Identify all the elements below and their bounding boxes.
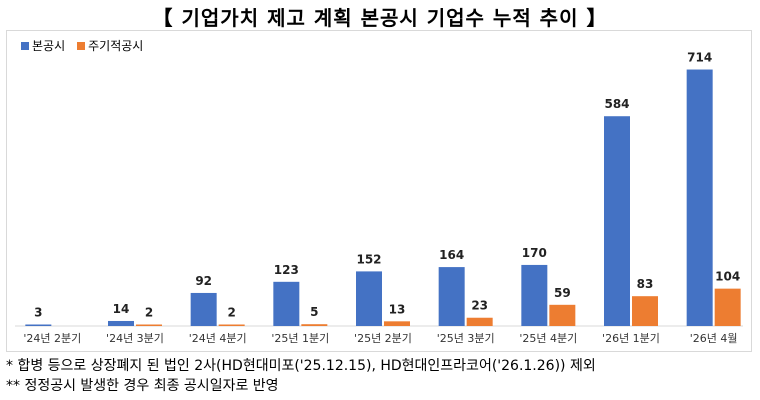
bar-periodic-8 bbox=[714, 288, 741, 326]
bar-periodic-2 bbox=[218, 324, 245, 326]
x-tick-label-5: '25년 3분기 bbox=[437, 332, 495, 345]
legend-item-main: 본공시 bbox=[21, 37, 65, 54]
data-label-periodic-6: 59 bbox=[554, 286, 571, 300]
data-label-main-7: 584 bbox=[604, 97, 629, 111]
bar-main-6 bbox=[521, 264, 548, 326]
data-label-main-0: 3 bbox=[34, 306, 42, 320]
bar-main-3 bbox=[273, 281, 300, 326]
bar-main-1 bbox=[108, 320, 134, 326]
data-label-main-8: 714 bbox=[687, 51, 712, 65]
legend: 본공시 주기적공시 bbox=[21, 37, 143, 54]
x-tick-label-2: '24년 4분기 bbox=[189, 332, 247, 345]
data-label-periodic-5: 23 bbox=[471, 299, 488, 313]
data-label-main-2: 92 bbox=[195, 274, 212, 288]
legend-label-main: 본공시 bbox=[32, 39, 66, 53]
bar-periodic-6 bbox=[549, 304, 576, 326]
legend-swatch-periodic bbox=[77, 41, 86, 50]
data-label-main-6: 170 bbox=[522, 246, 547, 260]
legend-swatch-main bbox=[21, 41, 29, 50]
data-label-periodic-3: 5 bbox=[310, 305, 318, 319]
x-tick-label-0: '24년 2분기 bbox=[23, 332, 81, 345]
bar-periodic-1 bbox=[136, 324, 162, 326]
data-label-main-1: 14 bbox=[113, 302, 130, 316]
legend-label-periodic: 주기적공시 bbox=[88, 39, 144, 53]
bar-main-2 bbox=[190, 292, 217, 326]
bar-periodic-4 bbox=[384, 321, 410, 326]
bar-chart: 3 '24년 2분기 14 2 '24년 3분기 92 2 '24년 4분기 123 5 '25년 … bbox=[15, 51, 743, 345]
legend-item-periodic: 주기적공시 bbox=[77, 37, 143, 54]
footnotes: * 합병 등으로 상장폐지 된 법인 2사(HD현대미포('25.12.15),… bbox=[6, 356, 756, 396]
x-tick-label-8: '26년 4월 bbox=[690, 332, 738, 345]
data-label-periodic-4: 13 bbox=[389, 302, 406, 316]
data-label-periodic-7: 83 bbox=[637, 277, 654, 291]
x-tick-label-6: '25년 4분기 bbox=[519, 332, 577, 345]
bar-main-5 bbox=[438, 267, 465, 326]
x-tick-label-3: '25년 1분기 bbox=[271, 332, 329, 345]
data-label-periodic-8: 104 bbox=[715, 270, 740, 284]
data-label-main-4: 152 bbox=[356, 252, 381, 266]
data-label-main-3: 123 bbox=[274, 263, 299, 277]
bar-main-7 bbox=[604, 116, 630, 326]
bar-periodic-7 bbox=[632, 296, 658, 326]
data-label-periodic-1: 2 bbox=[145, 306, 153, 320]
x-tick-label-1: '24년 3분기 bbox=[106, 332, 164, 345]
bar-main-4 bbox=[356, 271, 382, 326]
chart-area: 본공시 주기적공시 3 '24년 2분기 14 2 '24년 3분기 92 2 '24년 4분… bbox=[6, 30, 752, 352]
bar-periodic-3 bbox=[301, 324, 328, 326]
bar-main-8 bbox=[686, 69, 713, 326]
data-label-main-5: 164 bbox=[439, 248, 464, 262]
bar-periodic-5 bbox=[466, 317, 493, 326]
chart-title: 【 기업가치 제고 계획 본공시 기업수 누적 추이 】 bbox=[152, 6, 608, 30]
footnote-2: ** 정정공시 발생한 경우 최종 공시일자로 반영 bbox=[6, 378, 279, 394]
data-label-periodic-2: 2 bbox=[227, 306, 235, 320]
footnote-1: * 합병 등으로 상장폐지 된 법인 2사(HD현대미포('25.12.15),… bbox=[6, 358, 596, 374]
x-tick-label-4: '25년 2분기 bbox=[354, 332, 412, 345]
x-tick-label-7: '26년 1분기 bbox=[602, 332, 660, 345]
bar-main-0 bbox=[25, 324, 52, 326]
